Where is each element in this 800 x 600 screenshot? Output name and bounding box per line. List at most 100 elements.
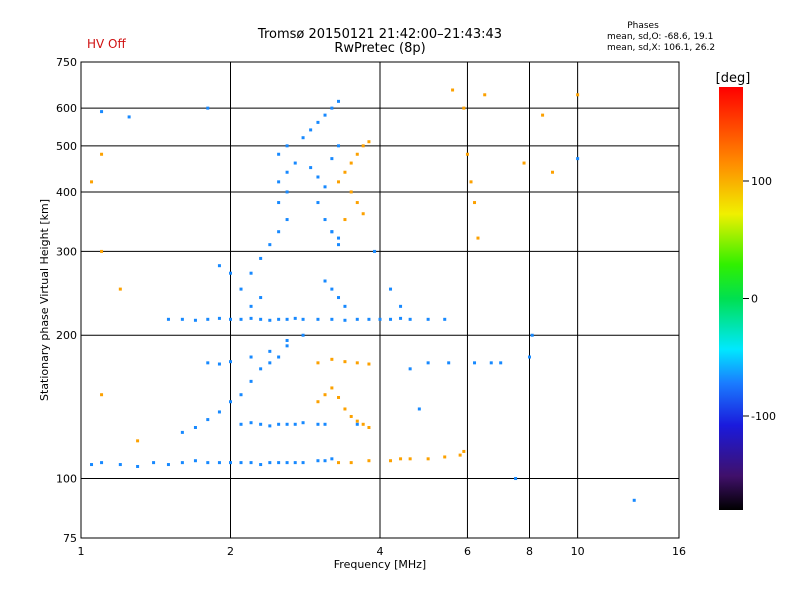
echo-point: [343, 218, 347, 222]
echo-point: [361, 212, 365, 216]
echo-point: [632, 498, 636, 502]
echo-point: [277, 201, 281, 205]
echo-point: [323, 393, 327, 397]
echo-point: [451, 88, 455, 92]
echo-point: [229, 461, 232, 465]
echo-point: [483, 93, 487, 97]
echo-point: [330, 230, 334, 234]
y-tick-label: 75: [63, 532, 77, 545]
echo-point: [285, 461, 289, 465]
echo-point: [399, 457, 403, 461]
echo-point: [277, 422, 281, 426]
echo-point: [361, 422, 365, 426]
echo-point: [309, 128, 313, 132]
echo-point: [349, 461, 353, 465]
echo-point: [217, 316, 221, 320]
echo-point: [277, 230, 281, 234]
colorbar-tick-label: 0: [751, 293, 758, 306]
echo-point: [349, 190, 353, 194]
echo-point: [316, 317, 320, 321]
y-tick-label: 750: [56, 56, 77, 69]
echo-point: [285, 218, 289, 222]
echo-point: [217, 410, 221, 414]
echo-point: [465, 152, 469, 156]
y-axis-label: Stationary phase Virtual Height [km]: [38, 199, 51, 401]
echo-point: [462, 106, 466, 110]
echo-point: [337, 236, 341, 240]
echo-point: [443, 317, 447, 321]
echo-point: [268, 318, 272, 322]
echo-point: [426, 457, 430, 461]
y-tick-label: 500: [56, 140, 77, 153]
echo-point: [316, 400, 320, 404]
echo-point: [239, 393, 243, 397]
echo-point: [323, 113, 327, 117]
echo-point: [323, 459, 327, 463]
echo-point: [166, 463, 170, 467]
echo-point: [100, 393, 104, 397]
echo-point: [337, 144, 341, 148]
echo-point: [550, 170, 554, 174]
echo-point: [337, 461, 341, 465]
echo-point: [268, 361, 272, 365]
echo-point: [349, 161, 353, 165]
echo-point: [417, 407, 421, 411]
echo-point: [180, 317, 184, 321]
echo-point: [249, 316, 253, 320]
echo-point: [285, 144, 289, 148]
echo-point: [337, 99, 341, 103]
echo-point: [301, 461, 305, 465]
echo-point: [355, 152, 359, 156]
echo-point: [239, 287, 243, 291]
echo-point: [343, 407, 347, 411]
echo-point: [249, 271, 253, 275]
echo-point: [293, 422, 297, 426]
echo-point: [399, 304, 403, 308]
echo-point: [285, 338, 289, 342]
echo-point: [259, 256, 263, 260]
echo-point: [330, 287, 334, 291]
echo-point: [206, 317, 210, 321]
echo-point: [206, 106, 210, 110]
echo-point: [458, 453, 462, 457]
echo-point: [152, 461, 156, 465]
y-tick-label: 600: [56, 102, 77, 115]
echo-point: [408, 367, 412, 371]
echo-point: [528, 355, 531, 359]
echo-point: [100, 152, 104, 156]
echo-point: [530, 333, 534, 337]
echo-point: [473, 361, 477, 365]
echo-point: [127, 115, 131, 119]
x-axis-label: Frequency [MHz]: [334, 558, 426, 571]
echo-point: [330, 357, 334, 361]
echo-point: [268, 243, 272, 247]
phases-title: Phases: [627, 21, 659, 31]
echo-point: [330, 386, 334, 390]
echo-point: [259, 367, 263, 371]
echo-point: [249, 461, 253, 465]
echo-point: [309, 166, 313, 170]
x-tick-label: 8: [526, 545, 533, 558]
chart-subtitle: RwPretec (8p): [334, 41, 426, 56]
echo-point: [285, 170, 289, 174]
grid-lines: [81, 62, 679, 538]
echo-point: [361, 144, 365, 148]
colorbar-tick-label: 100: [751, 175, 772, 188]
echo-point: [330, 457, 334, 461]
phases-x-stats: mean, sd,X: 106.1, 26.2: [607, 43, 716, 53]
echo-point: [229, 317, 232, 321]
x-axis-ticks: 1 2 4 6 8 10 16: [78, 545, 687, 558]
echo-point: [239, 422, 243, 426]
echo-point: [301, 421, 305, 425]
echo-point: [316, 422, 320, 426]
echo-point: [469, 180, 473, 184]
echo-point: [229, 400, 232, 404]
echo-point: [268, 349, 272, 353]
chart-title: Tromsø 20150121 21:42:00–21:43:43: [257, 27, 503, 42]
echo-point: [473, 201, 477, 205]
echo-point: [285, 190, 289, 194]
echo-point: [514, 477, 518, 481]
echo-point: [489, 361, 493, 365]
echo-point: [323, 279, 327, 283]
